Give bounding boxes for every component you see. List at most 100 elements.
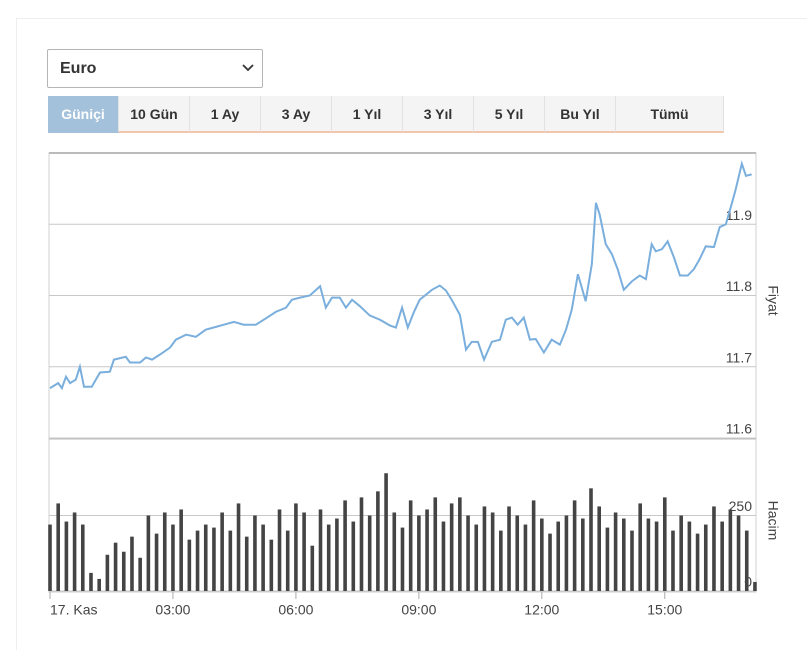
volume-bar <box>48 524 52 591</box>
volume-bar <box>441 521 446 591</box>
y-tick-label: 11.7 <box>726 349 752 365</box>
volume-bar <box>654 521 659 591</box>
volume-bar <box>474 524 479 591</box>
volume-bar <box>417 515 421 591</box>
range-tab[interactable]: Güniçi <box>48 96 119 133</box>
volume-bar <box>556 521 561 591</box>
y-tick-label: 250 <box>729 498 753 514</box>
volume-bar <box>261 524 265 591</box>
volume-bar <box>171 524 175 591</box>
volume-bar <box>367 515 372 591</box>
volume-bar <box>121 551 126 591</box>
x-tick-label: 03:00 <box>155 602 190 618</box>
volume-bar <box>728 509 733 591</box>
dropdown-value: Euro <box>60 60 97 77</box>
range-tab[interactable]: Bu Yıl <box>545 96 616 133</box>
volume-bar <box>662 497 667 591</box>
volume-bar <box>187 539 192 591</box>
volume-bar <box>89 572 93 591</box>
price-line <box>49 160 752 391</box>
volume-bar <box>466 515 470 591</box>
volume-bar <box>326 524 331 591</box>
volume-bar <box>482 506 487 591</box>
y-axis-label: Hacim <box>765 501 781 541</box>
volume-bar <box>113 542 118 591</box>
volume-bar <box>433 497 438 591</box>
y-tick-label: 11.6 <box>726 421 752 437</box>
volume-bar <box>744 530 749 591</box>
x-tick-label: 15:00 <box>647 602 682 618</box>
volume-bar <box>236 503 241 591</box>
volume-bar <box>244 536 249 591</box>
range-tab[interactable]: Tümü <box>616 96 724 133</box>
volume-bar <box>458 497 462 591</box>
plot-frame <box>48 152 757 593</box>
range-tabs: Güniçi 10 Gün 1 Ay 3 Ay 1 Yıl 3 Yıl 5 Yıl Bu Yı… <box>48 96 724 133</box>
volume-bar <box>146 515 151 591</box>
volume-bar <box>343 500 347 591</box>
volume-bar <box>179 509 183 591</box>
volume-bar <box>621 518 626 591</box>
volume-bar <box>294 503 298 591</box>
volume-bar <box>646 518 651 591</box>
volume-bar <box>507 506 511 591</box>
volume-bar <box>753 581 757 591</box>
volume-bar <box>203 524 208 591</box>
volume-bar <box>72 512 77 591</box>
volume-bar <box>564 515 569 591</box>
volume-bar <box>540 518 544 591</box>
x-tick-label: 09:00 <box>401 602 436 618</box>
volume-bar <box>597 506 602 591</box>
volume-bar <box>220 512 224 591</box>
range-tab[interactable]: 3 Yıl <box>403 96 474 133</box>
range-tab[interactable]: 5 Yıl <box>474 96 545 133</box>
volume-bar <box>97 578 101 591</box>
range-tab[interactable]: 10 Gün <box>119 96 190 133</box>
volume-bar <box>302 512 306 591</box>
range-tab[interactable]: 3 Ay <box>261 96 332 133</box>
volume-bar <box>384 473 388 591</box>
volume-bar <box>425 509 429 591</box>
y-tick-label: 11.8 <box>726 278 752 294</box>
volume-bar <box>572 500 577 591</box>
volume-bar <box>687 521 692 591</box>
x-tick-label: 12:00 <box>524 602 559 618</box>
volume-bar <box>712 506 716 591</box>
volume-bar <box>351 521 356 591</box>
volume-bar <box>310 545 315 591</box>
volume-bar <box>630 530 634 591</box>
volume-bar <box>400 527 405 591</box>
volume-bar <box>162 512 167 591</box>
volume-bar <box>605 527 610 591</box>
volume-bar <box>589 488 593 591</box>
volume-bar <box>228 530 233 591</box>
range-tab[interactable]: 1 Yıl <box>332 96 403 133</box>
volume-bar <box>105 554 110 591</box>
volume-bar <box>408 500 413 591</box>
volume-bar <box>671 530 675 591</box>
volume-bar <box>736 515 741 591</box>
volume-bar <box>515 515 520 591</box>
volume-bar <box>499 530 503 591</box>
volume-bar <box>253 515 257 591</box>
volume-bar <box>679 515 683 591</box>
volume-bar <box>285 530 290 591</box>
volume-bar <box>56 503 60 591</box>
volume-bar <box>581 518 585 591</box>
volume-bar <box>277 509 282 591</box>
x-tick-label: 06:00 <box>278 602 313 618</box>
volume-bar <box>449 503 454 591</box>
dropdown-chevron <box>242 64 254 72</box>
y-axis-label: Fiyat <box>765 285 781 315</box>
volume-bar <box>154 533 159 591</box>
volume-bar <box>138 557 142 591</box>
y-tick-label: 11.9 <box>726 207 752 223</box>
range-tab[interactable]: 1 Ay <box>190 96 261 133</box>
volume-bar <box>80 524 85 591</box>
volume-bar <box>523 524 528 591</box>
volume-bar <box>548 533 552 591</box>
currency-dropdown[interactable]: Euro <box>47 49 263 88</box>
volume-bar <box>64 521 69 591</box>
